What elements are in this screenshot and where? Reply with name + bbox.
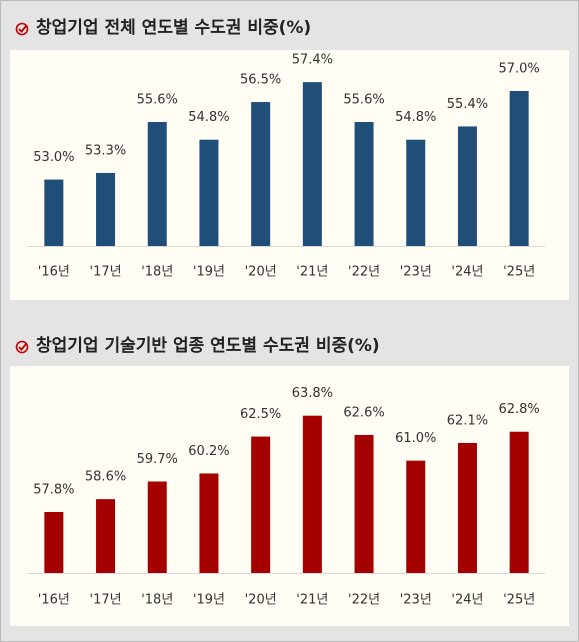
title-icon [15,22,29,36]
x-tick-label: '24년 [451,593,483,608]
x-tick-label: '19년 [193,593,225,608]
value-label: 57.4% [292,53,333,68]
x-tick-label: '19년 [193,265,225,280]
value-label: 62.6% [343,405,384,420]
value-label: 57.8% [33,483,74,498]
bar [457,126,477,246]
x-tick-label: '16년 [38,265,70,280]
bar [302,415,322,573]
title-icon [15,340,29,354]
bar [302,82,322,247]
value-label: 59.7% [137,452,178,467]
bar [251,436,271,573]
bar [406,139,426,246]
title-check [18,342,28,351]
bar [354,434,374,573]
bar [96,172,116,246]
title-check [18,24,28,33]
bar [354,122,374,246]
value-label: 63.8% [292,386,333,401]
x-tick-label: '25년 [503,265,535,280]
x-tick-label: '22년 [348,593,380,608]
x-tick-label: '23년 [400,265,432,280]
value-label: 53.0% [33,150,74,165]
x-tick-label: '24년 [451,265,483,280]
x-tick-label: '21년 [296,265,328,280]
value-label: 62.5% [240,407,281,422]
x-tick-label: '17년 [90,265,122,280]
x-tick-label: '25년 [503,593,535,608]
value-label: 55.6% [343,93,384,108]
value-label: 53.3% [85,143,126,158]
x-tick-label: '18년 [141,593,173,608]
x-tick-label: '17년 [90,593,122,608]
value-label: 54.8% [395,110,436,125]
value-label: 62.1% [447,413,488,428]
value-label: 62.8% [498,402,539,417]
bar [509,431,529,573]
bar [406,460,426,573]
x-tick-label: '18년 [141,265,173,280]
x-tick-label: '16년 [38,593,70,608]
bar [199,139,219,246]
value-label: 61.0% [395,431,436,446]
chart-title: 창업기업 기술기반 업종 연도별 수도권 비중(%) [36,336,380,356]
bar [147,481,167,573]
x-tick-label: '20년 [245,265,277,280]
bar [199,473,219,573]
chart-title: 창업기업 전체 연도별 수도권 비중(%) [36,18,311,38]
panel [10,50,569,300]
value-label: 60.2% [188,444,229,459]
bar [44,512,64,573]
bar [251,102,271,246]
value-label: 55.6% [137,93,178,108]
x-tick-label: '23년 [400,593,432,608]
bar [509,91,529,246]
bar [457,442,477,573]
value-label: 57.0% [498,62,539,77]
bar [96,499,116,573]
bar [147,122,167,246]
panel [10,366,569,626]
value-label: 54.8% [188,110,229,125]
value-label: 56.5% [240,73,281,88]
x-tick-label: '20년 [245,593,277,608]
x-tick-label: '21년 [296,593,328,608]
x-tick-label: '22년 [348,265,380,280]
value-label: 55.4% [447,97,488,112]
bar [44,179,64,246]
value-label: 58.6% [85,470,126,485]
